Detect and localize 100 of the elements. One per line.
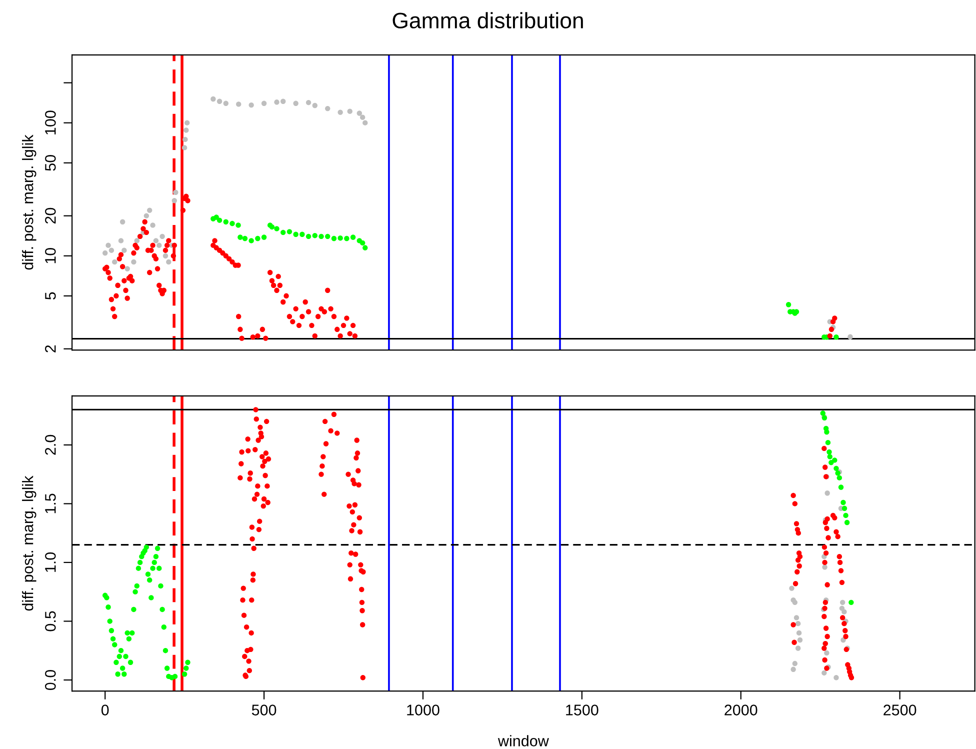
point [236,222,241,228]
point [842,609,847,614]
point [102,250,108,256]
point [173,190,178,195]
point [306,100,312,106]
point [108,248,114,253]
point [795,646,801,651]
point [293,232,298,237]
point [182,145,188,150]
y-axis-title: diff. post. marg. lglik [22,134,36,270]
point [796,630,802,636]
y-tick-label: 20 [44,208,56,224]
x-axis-title: window [498,735,549,746]
x-tick-label: 1000 [407,704,440,716]
point [261,234,267,240]
point [338,235,343,241]
point [184,120,190,126]
point [172,198,177,204]
point [789,586,794,591]
point [356,110,362,116]
point [131,259,136,265]
point [118,238,124,244]
x-tick-label: 0 [101,704,109,716]
point [162,253,168,258]
point [338,110,343,115]
point [242,236,248,242]
point [146,208,152,213]
point [360,240,366,246]
point [790,666,796,672]
point [274,100,280,105]
point [280,230,286,236]
y-tick-label: 10 [44,248,56,264]
point [792,600,798,606]
point [223,219,228,224]
point [795,620,801,626]
point [134,238,140,244]
point [325,234,330,240]
x-tick-label: 1500 [566,704,598,716]
y-tick-label: 0.0 [44,670,56,690]
point [822,670,827,676]
point [362,120,368,126]
point [166,259,172,265]
point [214,214,219,220]
point [822,564,828,570]
point [216,98,222,104]
point [834,334,839,340]
point [274,226,280,232]
x-tick-label: 2000 [724,704,758,716]
x-tick-label: 2500 [884,704,916,716]
point [360,114,366,120]
point [834,675,839,680]
point [153,238,159,244]
x-tick-label: 500 [252,704,276,716]
point [124,266,130,272]
point [286,229,292,234]
y-axis-title: diff. post. marg. lglik [22,476,36,611]
point [318,234,324,240]
point [362,245,368,250]
point [112,259,118,265]
point [106,242,111,248]
point [184,128,189,133]
point [797,637,803,643]
point [350,234,356,240]
point [120,219,126,224]
point [848,334,853,340]
point [325,106,330,112]
point [347,108,352,114]
point [160,234,165,240]
y-tick-label: 100 [44,110,56,134]
point [280,98,286,104]
point [840,600,846,606]
y-tick-label: 1.0 [44,552,56,572]
point [210,96,216,102]
point [255,236,260,242]
point [312,102,318,108]
point [824,490,830,496]
point [792,660,798,666]
y-tick-label: 2.0 [44,434,56,455]
point [312,232,318,238]
point [344,236,350,242]
y-tick-label: 1.5 [45,494,56,514]
point [331,236,337,242]
point [306,234,312,240]
point [248,102,254,108]
point [236,102,242,107]
point [144,213,150,218]
point [223,100,228,106]
point [786,302,792,308]
chart-title: Gamma distribution [392,12,583,28]
point [300,232,305,237]
y-tick-label: 50 [44,154,56,171]
point [293,100,298,106]
point [122,248,127,253]
point [238,234,243,240]
point [230,220,235,226]
point [824,650,830,656]
point [794,615,800,620]
y-tick-label: 2 [44,345,56,352]
y-tick-label: 0.5 [44,611,56,632]
point [261,100,267,106]
